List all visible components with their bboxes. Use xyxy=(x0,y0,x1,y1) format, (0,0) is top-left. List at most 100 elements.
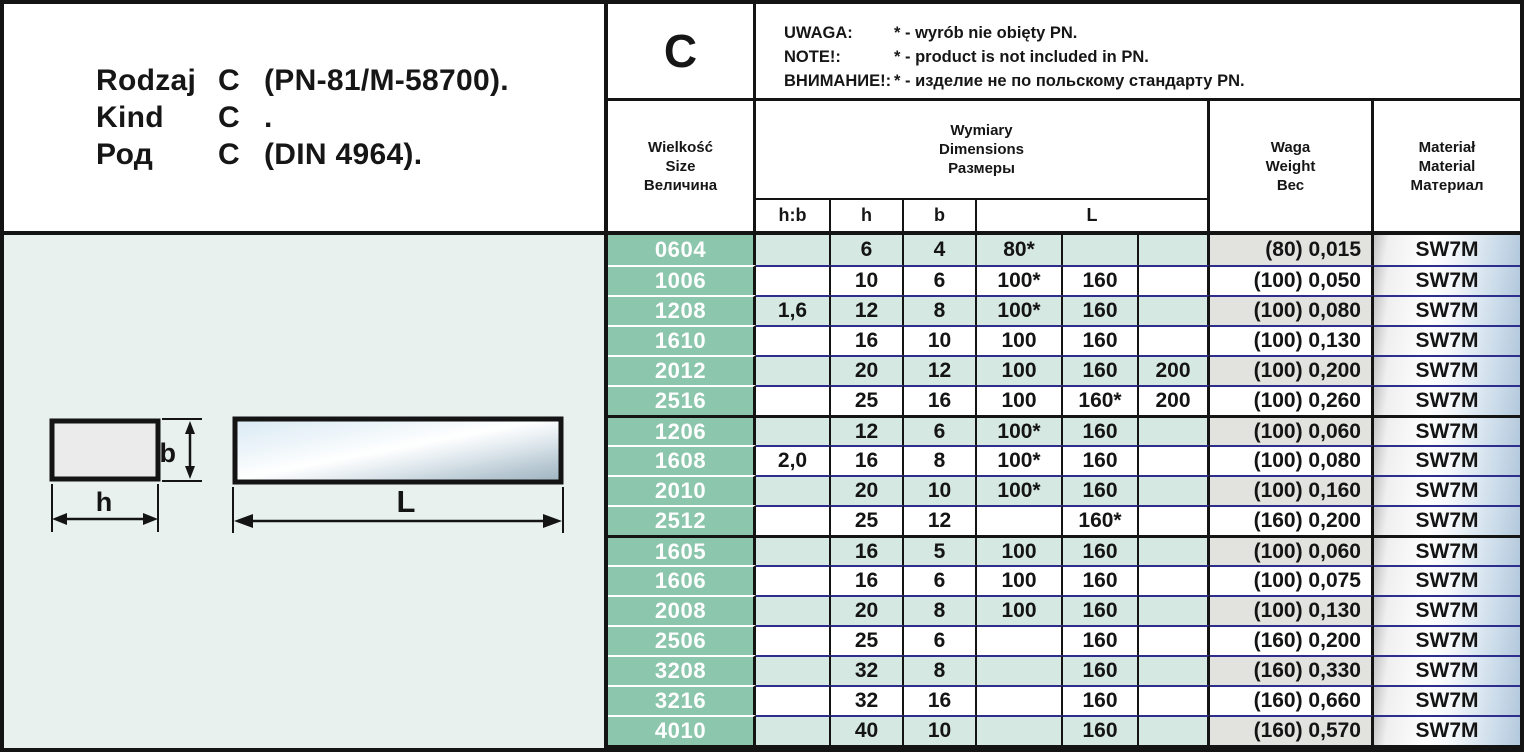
h-cell: 16 xyxy=(831,535,904,565)
size-cell: 1605 xyxy=(608,535,756,565)
title-label-pl: Rodzaj xyxy=(96,64,197,97)
weight-cell: (160) 0,330 xyxy=(1210,655,1374,685)
l3-cell: 200 xyxy=(1139,385,1210,415)
b-cell: 5 xyxy=(904,535,977,565)
size-cell: 1608 xyxy=(608,445,756,475)
l3-cell xyxy=(1139,415,1210,445)
hb-cell xyxy=(756,535,831,565)
size-cell: 3216 xyxy=(608,685,756,715)
size-cell: 0604 xyxy=(608,235,756,265)
notes-box: UWAGA: * - wyrób nie obięty PN. NOTE!: *… xyxy=(756,4,1520,98)
table-row: 1610 16 10 100 160 (100) 0,130 SW7M xyxy=(608,325,1520,355)
title-panel: Rodzaj C (PN-81/M-58700). Kind C . Род C… xyxy=(4,4,604,235)
type-letter-cell: C xyxy=(608,4,756,98)
table-row: 1206 12 6 100* 160 (100) 0,060 SW7M xyxy=(608,415,1520,445)
header-sub-row: h:b h b L xyxy=(756,198,1207,231)
l1-cell: 100* xyxy=(977,295,1063,325)
h-cell: 12 xyxy=(831,415,904,445)
header-weight-ru: Вес xyxy=(1276,176,1305,194)
h-cell: 20 xyxy=(831,595,904,625)
note-line-en: NOTE!: * - product is not included in PN… xyxy=(784,45,1520,69)
size-cell: 2512 xyxy=(608,505,756,535)
l2-cell: 160 xyxy=(1063,325,1139,355)
h-cell: 25 xyxy=(831,625,904,655)
l1-cell: 100* xyxy=(977,265,1063,295)
table-row: 4010 40 10 160 (160) 0,570 SW7M xyxy=(608,715,1520,745)
hb-cell xyxy=(756,595,831,625)
l2-cell: 160 xyxy=(1063,445,1139,475)
title-line-en: Kind C . xyxy=(96,99,509,136)
bottom-strip xyxy=(608,745,1520,748)
l1-cell: 100 xyxy=(977,595,1063,625)
hb-cell xyxy=(756,715,831,745)
diagram-panel: b h xyxy=(4,235,604,748)
material-cell: SW7M xyxy=(1374,445,1520,475)
material-cell: SW7M xyxy=(1374,625,1520,655)
weight-cell: (160) 0,200 xyxy=(1210,505,1374,535)
hb-cell xyxy=(756,505,831,535)
header-h: h xyxy=(831,200,904,231)
size-cell: 2008 xyxy=(608,595,756,625)
table-row: 2516 25 16 100 160* 200 (100) 0,260 SW7M xyxy=(608,385,1520,415)
b-cell: 6 xyxy=(904,415,977,445)
l1-cell: 100 xyxy=(977,325,1063,355)
l1-cell: 100* xyxy=(977,415,1063,445)
l3-cell xyxy=(1139,625,1210,655)
header-material: Materiał Material Материал xyxy=(1374,101,1520,231)
material-cell: SW7M xyxy=(1374,655,1520,685)
table-row: 2010 20 10 100* 160 (100) 0,160 SW7M xyxy=(608,475,1520,505)
note-label-pl: UWAGA: xyxy=(784,24,853,42)
note-line-pl: UWAGA: * - wyrób nie obięty PN. xyxy=(784,21,1520,45)
l2-cell: 160* xyxy=(1063,505,1139,535)
dim-label-l: L xyxy=(397,484,416,519)
material-cell: SW7M xyxy=(1374,265,1520,295)
b-cell: 12 xyxy=(904,505,977,535)
material-cell: SW7M xyxy=(1374,565,1520,595)
material-cell: SW7M xyxy=(1374,475,1520,505)
header-weight: Waga Weight Вес xyxy=(1210,101,1374,231)
header-material-pl: Materiał xyxy=(1418,138,1476,156)
l1-cell xyxy=(977,685,1063,715)
hb-cell xyxy=(756,685,831,715)
hb-cell xyxy=(756,325,831,355)
table-panel: C UWAGA: * - wyrób nie obięty PN. NOTE!:… xyxy=(608,4,1520,748)
title-detail-pl: (PN-81/M-58700). xyxy=(264,64,509,97)
l3-cell xyxy=(1139,325,1210,355)
l3-cell xyxy=(1139,295,1210,325)
l2-cell xyxy=(1063,235,1139,265)
l1-cell: 100* xyxy=(977,445,1063,475)
hb-cell xyxy=(756,235,831,265)
title-detail-en: . xyxy=(264,101,273,134)
b-cell: 8 xyxy=(904,295,977,325)
note-text-pl: * - wyrób nie obięty PN. xyxy=(894,24,1078,42)
table-row: 1006 10 6 100* 160 (100) 0,050 SW7M xyxy=(608,265,1520,295)
title-label-ru: Род xyxy=(96,138,154,171)
note-label-en: NOTE!: xyxy=(784,48,841,66)
size-cell: 4010 xyxy=(608,715,756,745)
hb-cell xyxy=(756,565,831,595)
table-row: 1208 1,6 12 8 100* 160 (100) 0,080 SW7M xyxy=(608,295,1520,325)
l1-cell xyxy=(977,715,1063,745)
l2-cell: 160 xyxy=(1063,535,1139,565)
size-cell: 1006 xyxy=(608,265,756,295)
l3-cell xyxy=(1139,475,1210,505)
header-dims-ru: Размеры xyxy=(948,160,1015,177)
header-dimensions-title: Wymiary Dimensions Размеры xyxy=(756,101,1207,198)
l3-cell xyxy=(1139,445,1210,475)
title-line-ru: Род C (DIN 4964). xyxy=(96,136,509,173)
l3-cell xyxy=(1139,265,1210,295)
title-line-pl: Rodzaj C (PN-81/M-58700). xyxy=(96,62,509,99)
l1-cell xyxy=(977,625,1063,655)
header-b: b xyxy=(904,200,977,231)
l2-cell: 160 xyxy=(1063,475,1139,505)
hb-cell xyxy=(756,655,831,685)
h-cell: 40 xyxy=(831,715,904,745)
header-dims-pl: Wymiary xyxy=(950,122,1013,139)
header-size-pl: Wielkość xyxy=(648,138,713,156)
left-panel: Rodzaj C (PN-81/M-58700). Kind C . Род C… xyxy=(4,4,608,748)
l2-cell: 160 xyxy=(1063,685,1139,715)
material-cell: SW7M xyxy=(1374,685,1520,715)
material-cell: SW7M xyxy=(1374,415,1520,445)
header-size: Wielkość Size Величина xyxy=(608,101,756,231)
